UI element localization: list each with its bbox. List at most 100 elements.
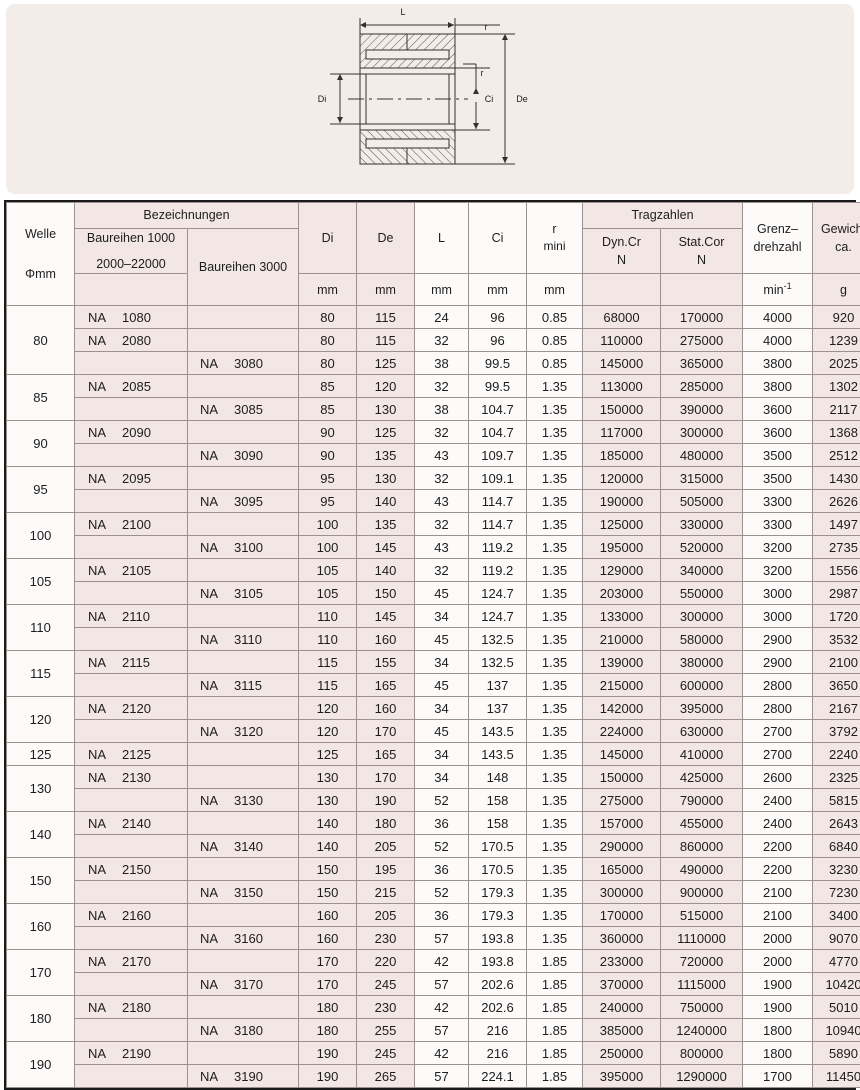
cell-welle: 180 [7,996,75,1042]
cell-di: 150 [299,881,357,904]
cell-di: 120 [299,720,357,743]
cell-ci: 170.5 [469,835,527,858]
cell-ci: 158 [469,789,527,812]
header-bezeichnungen: Bezeichnungen [75,203,299,229]
bearing-spec-table: Welle Φmm Bezeichnungen Di De L Ci r min… [6,202,860,1088]
cell-r-mini: 1.35 [527,490,583,513]
cell-r-mini: 1.85 [527,1065,583,1088]
cell-designation-3000 [188,329,299,352]
diagram-label-De: De [516,94,528,104]
cell-l: 43 [415,490,469,513]
cell-designation-1000 [75,536,188,559]
cell-de: 130 [357,398,415,421]
cell-dyn-cr: 190000 [583,490,661,513]
header-grenz-unit: min-1 [743,274,813,306]
cell-dyn-cr: 224000 [583,720,661,743]
cell-r-mini: 1.85 [527,973,583,996]
cell-ci: 137 [469,674,527,697]
cell-designation-1000 [75,398,188,421]
header-grenz-label: Grenz– [743,220,812,238]
cell-de: 205 [357,835,415,858]
header-ci-unit: mm [469,274,527,306]
cell-ci: 170.5 [469,858,527,881]
cell-stat-cor: 580000 [661,628,743,651]
cell-welle: 130 [7,766,75,812]
cell-ci: 137 [469,697,527,720]
cell-designation-3000 [188,421,299,444]
cell-de: 255 [357,1019,415,1042]
cell-grenzdrehzahl: 2400 [743,812,813,835]
cell-designation-1000 [75,352,188,375]
cell-r-mini: 1.35 [527,789,583,812]
cell-dyn-cr: 133000 [583,605,661,628]
cell-l: 34 [415,651,469,674]
cell-stat-cor: 750000 [661,996,743,1019]
header-spacer-1000 [75,274,188,306]
cell-de: 170 [357,720,415,743]
cell-designation-3000 [188,559,299,582]
cell-r-mini: 1.35 [527,927,583,950]
cell-r-mini: 1.85 [527,1042,583,1065]
cell-dyn-cr: 110000 [583,329,661,352]
cell-di: 90 [299,444,357,467]
cell-stat-cor: 860000 [661,835,743,858]
cell-r-mini: 1.35 [527,559,583,582]
cell-gewicht: 1720 [813,605,860,628]
cell-stat-cor: 1110000 [661,927,743,950]
cell-r-mini: 1.85 [527,996,583,1019]
cell-di: 120 [299,697,357,720]
cell-de: 180 [357,812,415,835]
cell-gewicht: 2512 [813,444,860,467]
header-de: De [357,203,415,274]
cell-dyn-cr: 113000 [583,375,661,398]
cell-gewicht: 2100 [813,651,860,674]
cell-l: 32 [415,467,469,490]
cell-l: 43 [415,444,469,467]
cell-r-mini: 1.35 [527,605,583,628]
cell-designation-1000 [75,444,188,467]
header-dyn-spacer [583,274,661,306]
cell-di: 80 [299,306,357,329]
header-welle: Welle Φmm [7,203,75,306]
header-stat-cor: Stat.Cor N [661,229,743,274]
cell-grenzdrehzahl: 4000 [743,329,813,352]
cell-ci: 109.7 [469,444,527,467]
cell-ci: 119.2 [469,536,527,559]
cell-grenzdrehzahl: 3800 [743,352,813,375]
cell-de: 115 [357,306,415,329]
cell-di: 160 [299,904,357,927]
cell-ci: 119.2 [469,559,527,582]
cell-ci: 216 [469,1042,527,1065]
cell-designation-1000 [75,835,188,858]
cell-r-mini: 1.35 [527,766,583,789]
cell-grenzdrehzahl: 2200 [743,835,813,858]
cell-l: 34 [415,697,469,720]
cell-ci: 143.5 [469,743,527,766]
header-de-unit: mm [357,274,415,306]
cell-dyn-cr: 250000 [583,1042,661,1065]
cell-designation-3000 [188,375,299,398]
cell-l: 42 [415,996,469,1019]
cell-gewicht: 1302 [813,375,860,398]
cell-dyn-cr: 370000 [583,973,661,996]
cell-grenzdrehzahl: 3600 [743,398,813,421]
cell-grenzdrehzahl: 2700 [743,743,813,766]
cell-designation-3000 [188,996,299,1019]
cell-grenzdrehzahl: 3000 [743,605,813,628]
cell-designation-3000 [188,513,299,536]
cell-r-mini: 1.35 [527,674,583,697]
cell-dyn-cr: 117000 [583,421,661,444]
cell-di: 105 [299,582,357,605]
